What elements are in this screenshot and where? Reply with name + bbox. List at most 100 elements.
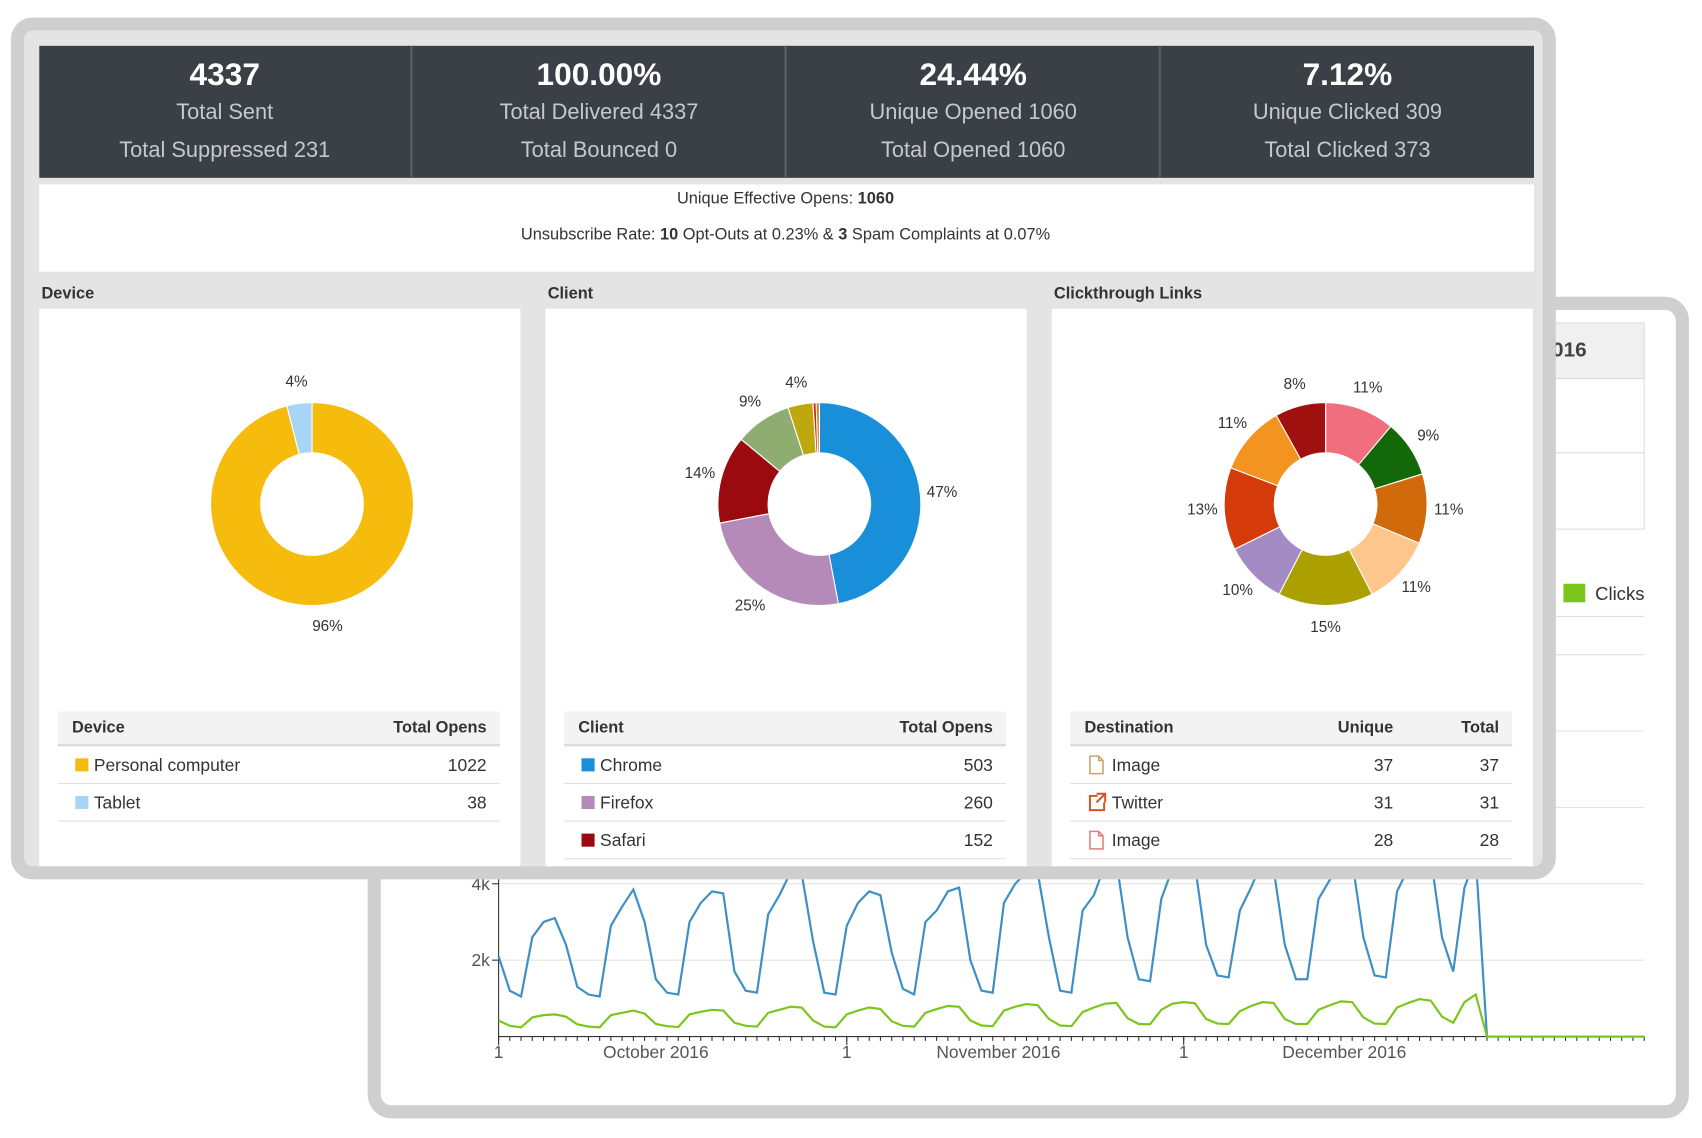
link-icon (1088, 792, 1107, 812)
color-swatch (75, 795, 89, 810)
table-cell: 37 (1480, 755, 1499, 775)
month-label: December 2016 (1282, 1042, 1406, 1062)
table-header-bg (1070, 711, 1513, 746)
donut-label: 13% (1187, 501, 1218, 518)
month-label: October 2016 (603, 1042, 709, 1062)
stat-line: Total Sent (176, 99, 273, 124)
donut-label: 15% (1310, 619, 1341, 636)
table-header: Total Opens (393, 719, 486, 737)
donut-label: 96% (312, 618, 343, 635)
donut-segment (818, 402, 922, 605)
y-tick-label: 2k (471, 950, 490, 970)
table-cell: 31 (1480, 792, 1499, 812)
table-header: Client (578, 719, 624, 737)
text: Unsubscribe Rate: (521, 226, 656, 244)
donut-label: 10% (1222, 582, 1253, 599)
summary-box (39, 184, 1534, 272)
table-header: Total Opens (900, 719, 993, 737)
panel-title: Device (41, 285, 94, 303)
legend-label: Clicks (1595, 583, 1644, 604)
donut-segment (210, 402, 415, 607)
file-icon (1089, 755, 1104, 775)
value: 10 (660, 226, 678, 244)
front-panel-border (10, 17, 1556, 880)
stat-line: Total Bounced 0 (521, 137, 677, 162)
text: Opt-Outs at 0.23% & (683, 226, 834, 244)
panels: Device 96% 4% Device Total Opens Personal com… (39, 285, 1533, 871)
color-swatch (581, 795, 595, 810)
donut-label: 4% (286, 373, 308, 390)
table-cell: 503 (964, 755, 993, 775)
color-swatch (581, 758, 595, 772)
table-cell: 38 (467, 792, 486, 812)
file-icon (1089, 830, 1104, 850)
color-swatch (75, 758, 89, 772)
summary-opens: Unique Effective Opens: 1060 (677, 190, 894, 208)
donut-label: 14% (685, 465, 716, 482)
stat-line: Total Clicked 373 (1264, 137, 1430, 162)
month-label: November 2016 (936, 1042, 1060, 1062)
panel-title: Client (548, 285, 594, 303)
stat-line: Total Opened 1060 (881, 137, 1065, 162)
table-cell: Image (1112, 830, 1160, 850)
stat-value: 24.44% (920, 56, 1027, 92)
value: 1060 (858, 190, 894, 208)
table-cell: Tablet (94, 792, 141, 812)
table-cell: 260 (964, 792, 993, 812)
x-tick-label: 1 (494, 1042, 504, 1062)
table-header: Unique (1338, 719, 1393, 737)
donut-label: 11% (1401, 579, 1431, 596)
label: Unique Effective Opens: (677, 190, 853, 208)
stat-value: 4337 (190, 56, 260, 92)
table-cell: 1022 (448, 755, 487, 775)
table-cell: Chrome (600, 755, 662, 775)
table-cell: 28 (1374, 830, 1393, 850)
donut-label: 8% (1284, 376, 1306, 393)
table-cell: Firefox (600, 792, 654, 812)
table-cell: Image (1112, 755, 1160, 775)
color-swatch (581, 833, 595, 847)
series-line (497, 847, 1645, 1038)
donut-label: 11% (1434, 501, 1464, 518)
stat-line: Total Delivered 4337 (500, 99, 699, 124)
series-line (498, 992, 1645, 1038)
text: Spam Complaints at 0.07% (852, 226, 1050, 244)
legend-swatch (1563, 583, 1586, 603)
x-tick-label: 1 (1179, 1042, 1189, 1062)
table-cell: 37 (1374, 755, 1393, 775)
table-cell: 28 (1480, 830, 1499, 850)
donut-segment (286, 402, 313, 456)
table-cell: 152 (964, 830, 993, 850)
donut-label: 11% (1218, 415, 1248, 432)
table-header: Device (72, 719, 125, 737)
value: 3 (838, 226, 847, 244)
donut-label: 47% (927, 484, 958, 501)
table-header-bg (57, 711, 500, 746)
table-header: Total (1461, 719, 1499, 737)
donut-label: 11% (1353, 380, 1383, 397)
panel-title: Clickthrough Links (1054, 285, 1202, 303)
donut-label: 9% (1417, 427, 1439, 444)
table-cell: Personal computer (94, 755, 241, 775)
summary-unsubscribe: Unsubscribe Rate: 10 Opt-Outs at 0.23% &… (521, 226, 1050, 244)
stat-line: Total Suppressed 231 (119, 137, 330, 162)
table-cell: 31 (1374, 792, 1393, 812)
table-cell: Safari (600, 830, 646, 850)
donut-label: 4% (785, 374, 807, 391)
stat-value: 7.12% (1303, 56, 1393, 92)
stat-value: 100.00% (537, 56, 662, 92)
stat-line: Unique Opened 1060 (870, 99, 1077, 124)
donut-segment (1275, 402, 1327, 461)
donut-segment (815, 402, 820, 454)
stats: 4337 Total Sent Total Suppressed 231 100.00… (119, 56, 1442, 162)
stat-line: Unique Clicked 309 (1253, 99, 1442, 124)
table-cell: Twitter (1112, 792, 1164, 812)
donut-label: 9% (739, 394, 761, 411)
donut-label: 25% (735, 598, 766, 615)
table-header: Destination (1084, 719, 1173, 737)
donut-segment (719, 513, 840, 607)
table-header-bg (564, 711, 1006, 746)
